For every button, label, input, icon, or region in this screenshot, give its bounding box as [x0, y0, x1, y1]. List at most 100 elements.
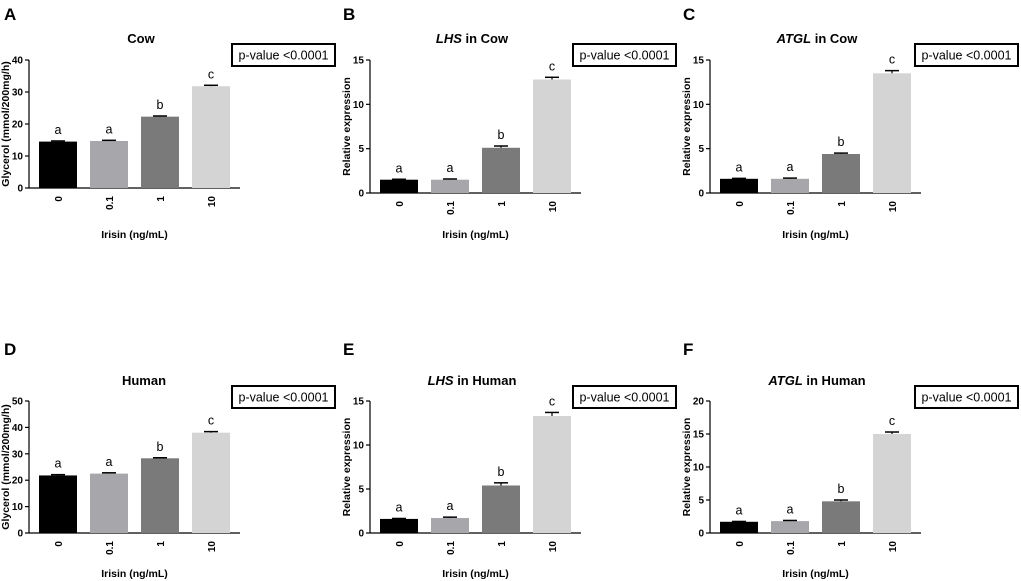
- significance-letter: a: [106, 122, 113, 136]
- y-tick-label: 10: [353, 441, 365, 452]
- chart-title: ATGL in Human: [767, 373, 865, 388]
- x-tick-label: 0: [54, 196, 65, 202]
- significance-letter: b: [157, 98, 164, 112]
- x-tick-label: 0.1: [446, 541, 457, 555]
- p-value-box: [914, 43, 1019, 67]
- x-tick-label: 1: [156, 196, 167, 202]
- y-tick-label: 50: [12, 397, 24, 408]
- x-axis-label: Irisin (ng/mL): [101, 229, 168, 241]
- y-axis-label: Relative expression: [341, 418, 353, 517]
- y-tick-label: 10: [12, 502, 24, 513]
- y-axis-label: Relative expression: [681, 418, 693, 517]
- bar-10: [192, 432, 230, 533]
- y-tick-label: 40: [12, 423, 24, 434]
- bar-10: [873, 434, 911, 533]
- y-tick-label: 10: [693, 100, 705, 111]
- y-tick-label: 30: [12, 88, 24, 99]
- x-tick-label: 0.1: [105, 541, 116, 555]
- p-value-box: [572, 43, 677, 67]
- bar-0: [380, 518, 418, 533]
- significance-letter: c: [889, 414, 895, 428]
- significance-letter: b: [498, 128, 505, 142]
- y-tick-label: 20: [12, 476, 24, 487]
- x-tick-label: 0: [735, 201, 746, 207]
- y-axis-label: Glycerol (mmol/200mg/h): [0, 61, 12, 186]
- bar-0.1: [90, 140, 128, 188]
- chart-title-gene: ATGL: [767, 373, 802, 388]
- significance-letter: a: [396, 161, 403, 175]
- p-value-text: p-value <0.0001: [921, 49, 1011, 63]
- y-tick-label: 40: [12, 56, 24, 67]
- y-tick-label: 0: [358, 189, 364, 200]
- y-axis-label: Glycerol (mmol/200mg/h): [0, 404, 12, 529]
- x-tick-label: 1: [156, 541, 167, 547]
- y-tick-label: 10: [693, 463, 705, 474]
- y-tick-label: 5: [698, 496, 704, 507]
- significance-letter: a: [787, 160, 794, 174]
- panel-letter: F: [683, 340, 693, 359]
- p-value-box: [231, 385, 336, 409]
- chart-title-text: Cow: [127, 31, 155, 46]
- y-tick-label: 5: [358, 144, 364, 155]
- panel-letter: B: [343, 5, 355, 24]
- x-tick-label: 10: [888, 541, 899, 553]
- chart-title-text: in Cow: [462, 31, 509, 46]
- y-tick-label: 10: [12, 152, 24, 163]
- x-axis-label: Irisin (ng/mL): [442, 568, 509, 580]
- bar-10: [192, 86, 230, 188]
- y-tick-label: 15: [353, 56, 365, 67]
- chart-title: Cow: [127, 31, 155, 46]
- x-tick-label: 10: [207, 196, 218, 208]
- significance-letter: c: [549, 394, 555, 408]
- chart-title: ATGL in Cow: [776, 31, 859, 46]
- x-tick-label: 10: [548, 541, 559, 553]
- bar-0.1: [431, 518, 469, 533]
- significance-letter: a: [736, 160, 743, 174]
- significance-letter: c: [208, 67, 214, 81]
- y-tick-label: 0: [698, 189, 704, 200]
- chart-title-gene: LHS: [436, 31, 462, 46]
- bar-1: [482, 147, 520, 193]
- p-value-text: p-value <0.0001: [579, 391, 669, 405]
- y-tick-label: 15: [693, 56, 705, 67]
- x-tick-label: 1: [497, 541, 508, 547]
- x-tick-label: 10: [888, 201, 899, 213]
- chart-title-text: in Cow: [811, 31, 858, 46]
- panel-letter: C: [683, 5, 695, 24]
- significance-letter: b: [498, 465, 505, 479]
- bar-0.1: [431, 179, 469, 193]
- panel-letter: A: [4, 5, 16, 24]
- bar-1: [141, 116, 179, 188]
- significance-letter: b: [838, 135, 845, 149]
- bar-0: [380, 179, 418, 193]
- bar-0.1: [90, 473, 128, 533]
- y-tick-label: 20: [12, 120, 24, 131]
- x-tick-label: 0.1: [105, 196, 116, 210]
- x-tick-label: 0: [395, 201, 406, 207]
- x-tick-label: 0.1: [786, 201, 797, 215]
- x-tick-label: 10: [548, 201, 559, 213]
- p-value-text: p-value <0.0001: [921, 391, 1011, 405]
- bar-1: [822, 501, 860, 533]
- chart-title: LHS in Cow: [436, 31, 509, 46]
- chart-title-text: in Human: [803, 373, 866, 388]
- chart-title-gene: ATGL: [776, 31, 811, 46]
- p-value-box: [572, 385, 677, 409]
- x-tick-label: 1: [837, 201, 848, 207]
- bar-1: [822, 153, 860, 193]
- p-value-box: [914, 385, 1019, 409]
- significance-letter: a: [106, 455, 113, 469]
- y-tick-label: 0: [358, 529, 364, 540]
- x-tick-label: 0: [735, 541, 746, 547]
- significance-letter: a: [736, 503, 743, 517]
- significance-letter: b: [157, 440, 164, 454]
- chart-title-gene: LHS: [428, 373, 454, 388]
- y-tick-label: 10: [353, 100, 365, 111]
- bar-0.1: [771, 178, 809, 193]
